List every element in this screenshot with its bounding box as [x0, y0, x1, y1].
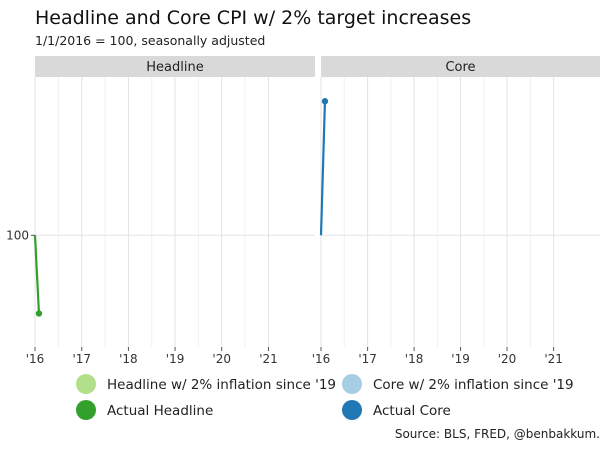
legend-item-actual-core: Actual Core [342, 400, 451, 420]
x-tick-label-core-21: '21 [544, 352, 563, 366]
legend-item-core-w-2-inflation-since-19: Core w/ 2% inflation since '19 [342, 374, 574, 394]
panel-core: Core '16 '17 '18 '19 '20 '21 [312, 56, 600, 366]
legend-label-actual-headline: Actual Headline [107, 403, 213, 419]
legend-item-headline-w-2-inflation-since-19: Headline w/ 2% inflation since '19 [76, 374, 336, 394]
strip-label-core: Core [445, 60, 475, 75]
x-tick-label-core-17: '17 [358, 352, 377, 366]
strip-label-headline: Headline [146, 60, 203, 75]
legend: Headline w/ 2% inflation since '19 Core w… [76, 374, 574, 420]
y-tick-label-100: 100 [6, 228, 29, 242]
x-tick-label-core-20: '20 [498, 352, 517, 366]
legend-label-actual-core: Actual Core [373, 403, 451, 419]
panel-headline: Headline '16 '17 '18 '19 '20 '21 100 [6, 56, 315, 366]
x-tick-label-headline-20: '20 [212, 352, 231, 366]
legend-key-actual-headline [76, 400, 96, 420]
legend-label-headline-w-2-inflation-since-19: Headline w/ 2% inflation since '19 [107, 377, 336, 393]
legend-key-core-w-2-inflation-since-19 [342, 374, 362, 394]
strip-core [321, 56, 600, 77]
chart-title: Headline and Core CPI w/ 2% target incre… [35, 7, 471, 29]
x-tick-label-headline-17: '17 [72, 352, 91, 366]
x-tick-label-headline-16: '16 [26, 352, 45, 366]
series-line-actual-headline [33, 235, 41, 314]
series-endpoint-actual-core [321, 98, 329, 105]
x-tick-label-core-16: '16 [312, 352, 331, 366]
series-line-actual-core [319, 101, 327, 236]
legend-item-actual-headline: Actual Headline [76, 400, 213, 420]
x-tick-label-headline-19: '19 [166, 352, 185, 366]
x-tick-label-core-19: '19 [451, 352, 470, 366]
strip-headline [35, 56, 315, 77]
x-tick-label-core-18: '18 [405, 352, 424, 366]
legend-key-actual-core [342, 400, 362, 420]
chart-caption: Source: BLS, FRED, @benbakkum. [395, 427, 600, 441]
x-tick-label-headline-18: '18 [119, 352, 138, 366]
series-endpoint-actual-headline [35, 310, 43, 317]
chart-subtitle: 1/1/2016 = 100, seasonally adjusted [35, 33, 265, 48]
legend-label-core-w-2-inflation-since-19: Core w/ 2% inflation since '19 [373, 377, 574, 393]
facet-panels: Headline '16 '17 '18 '19 '20 '21 100 Core '16 '17 '… [6, 56, 600, 366]
legend-key-headline-w-2-inflation-since-19 [76, 374, 96, 394]
x-tick-label-headline-21: '21 [259, 352, 278, 366]
